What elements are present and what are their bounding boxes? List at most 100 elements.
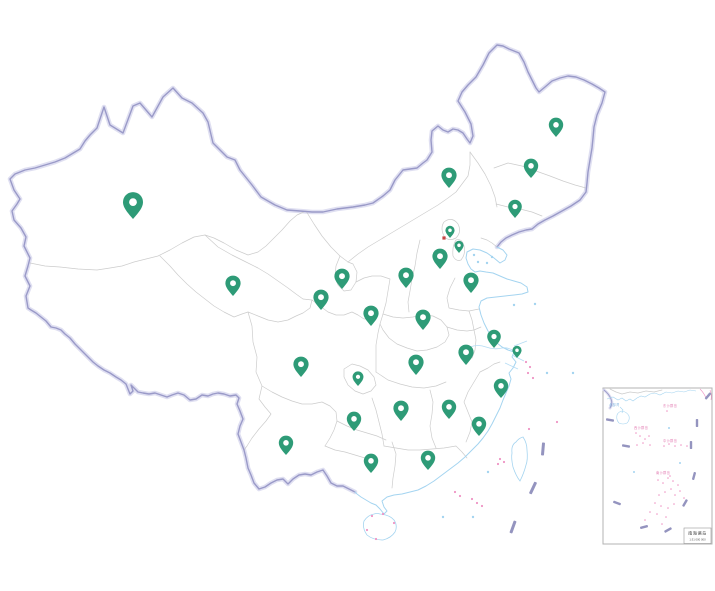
nine-dash-mark [529,481,537,495]
sea-islet-dot [545,371,549,375]
pin-beijing[interactable] [445,225,455,238]
nine-dash-mark [704,392,712,400]
pin-ningxia[interactable] [334,268,350,289]
island-dot [381,512,385,516]
island-dot [502,460,506,464]
pin-chongqing[interactable] [352,371,364,386]
island-dot [470,497,474,501]
pin-guangxi[interactable] [363,453,379,473]
inset-island-dot [654,502,656,504]
pin-xinjiang[interactable] [123,192,143,219]
island-dot [496,462,500,466]
pin-hunan[interactable] [393,400,409,421]
pin-zhejiang[interactable] [493,378,509,398]
island-dot [498,457,502,461]
pin-jiangxi[interactable] [441,399,457,419]
inset-island-dot [673,503,675,505]
inset-title: 南海诸岛 [688,530,707,537]
inset-island-dot [662,482,664,484]
island-dot [365,528,369,532]
province-boundaries [29,151,587,489]
nine-dash-mark [509,520,517,534]
inset-island-dot [674,494,676,496]
island-dot [370,514,374,518]
inset-label-gulf: 北部湾 [609,402,620,407]
inset-island-dot [644,438,646,440]
island-dot [524,360,528,364]
inset-island-dot [657,479,659,481]
pin-sichuan[interactable] [293,356,309,377]
inset-scale: 1:31 000 000 [689,538,706,542]
sea-islet-dot [476,260,480,264]
pin-shaanxi[interactable] [363,305,379,326]
inset-island-dot [686,445,688,447]
inset-island-dot [656,513,658,515]
inset-island-dot [644,519,646,521]
pin-anhui[interactable] [458,344,474,365]
inset-island-dot [636,444,638,446]
nine-dash-mark [664,527,672,533]
pin-neimenggu[interactable] [441,167,457,188]
inset-island-dot [635,432,637,434]
island-dot [475,501,479,505]
inset-island-dots [635,410,688,525]
pin-heilongjiang[interactable] [548,117,564,137]
sea-islet-dot [512,303,516,307]
pin-shandong[interactable] [463,272,479,293]
pin-henan[interactable] [415,309,431,330]
pin-liaoning[interactable] [508,199,522,218]
inset-island-dot [679,490,681,492]
sea-island-dots-blue [441,253,575,519]
national-border-halo [7,42,608,495]
inset-island-dot [674,445,676,447]
hainan-island [363,513,397,541]
nine-dash-mark [541,442,545,456]
island-dot [527,427,531,431]
pin-guangdong[interactable] [420,450,436,470]
pin-tianjin[interactable] [454,240,464,253]
inset-label-nansha: 南沙群岛 [656,470,670,475]
pin-jiangsu[interactable] [487,329,501,348]
sea-islet-dot [571,371,575,375]
inset-label-dongsha: 东沙群岛 [663,403,677,408]
inset-island-dot [642,442,644,444]
nine-dash-line-marks [509,442,545,534]
island-dot [555,420,559,424]
inset-island-dot [664,491,666,493]
pin-hebei[interactable] [432,248,448,269]
sea-island-dots-pink [365,360,559,541]
inset-island-dot [660,505,662,507]
inset-island-dot [683,497,685,499]
island-dot [374,537,378,541]
inset-label-zhongsha: 中沙群岛 [663,438,677,443]
inset-island-dot [667,507,669,509]
nine-dash-mark [640,524,648,530]
inset-island-dot [639,435,641,437]
sea-islet-dot [486,470,490,474]
pin-yunnan[interactable] [278,435,294,455]
inset-islet-dot [679,462,681,464]
nine-dash-mark [689,441,693,449]
inset-island-dot [666,410,668,412]
inset-island-dot [669,475,671,477]
inset-island-dot [667,477,669,479]
island-dot [453,490,457,494]
pin-jilin[interactable] [523,158,539,178]
inset-hainan [616,410,630,425]
pin-hubei[interactable] [408,354,424,375]
nine-dash-mark [695,419,699,427]
pin-shanxi[interactable] [398,267,414,288]
island-dot [526,371,530,375]
pin-gansu[interactable] [313,289,329,310]
pin-shanghai[interactable] [512,345,522,358]
inset-island-dot [670,488,672,490]
pin-guizhou[interactable] [346,411,362,431]
sea-islet-dot [471,515,475,519]
inset-nine-dash-marks [605,392,712,533]
pin-qinghai[interactable] [225,275,241,296]
nine-dash-mark [682,499,688,507]
pin-fujian[interactable] [471,416,487,436]
nine-dash-mark [605,418,615,422]
nine-dash-mark [613,500,621,506]
inset-blue-dots [633,427,681,473]
